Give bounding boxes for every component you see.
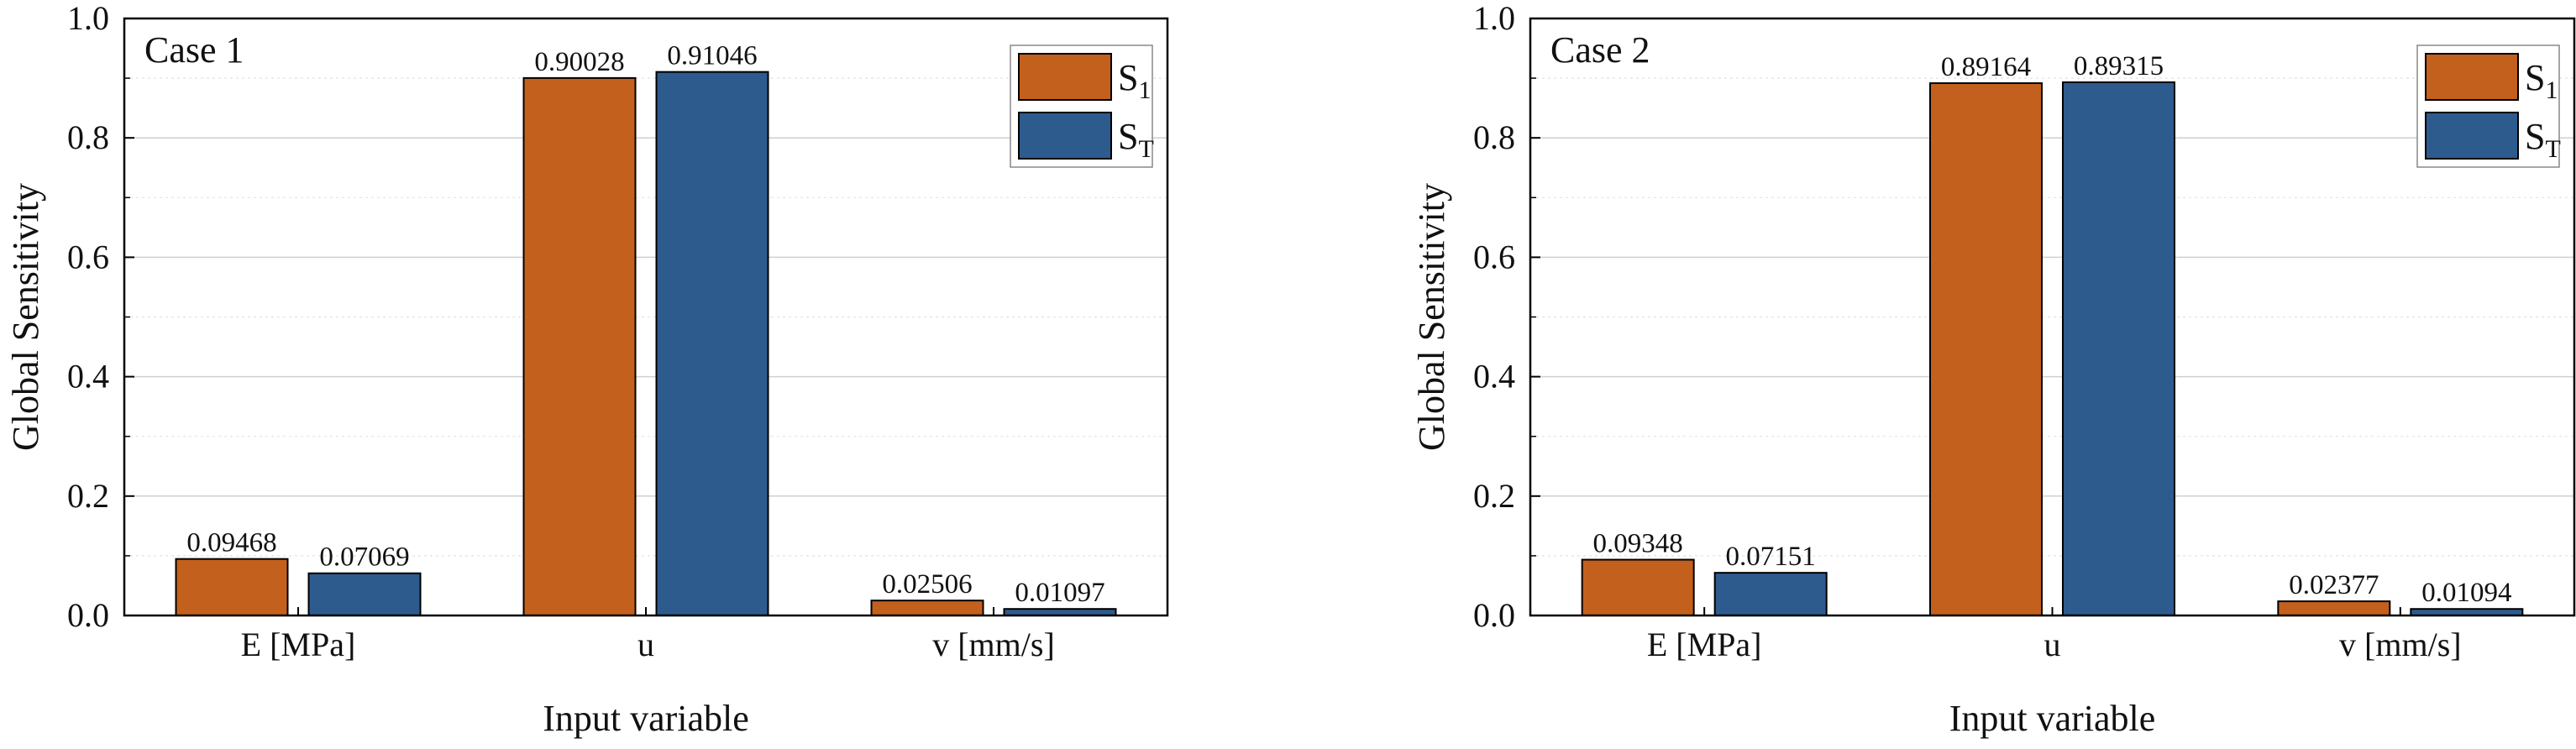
x-tick-label: u — [637, 626, 654, 663]
y-tick-label: 0.4 — [67, 358, 109, 395]
legend-label-main: S — [2525, 57, 2545, 98]
y-tick-label: 0.6 — [1473, 238, 1515, 275]
bar-s1-1 — [175, 558, 289, 616]
chart-panel-1: 0.09468 0.07069 E [MPa] 0.90028 0.91046 u 0.02… — [5, 0, 1169, 739]
bar-value-label: 0.90028 — [534, 47, 624, 77]
bar-s1-1 — [1581, 558, 1695, 616]
bar-value-label: 0.02377 — [2289, 570, 2379, 600]
legend-label-main: S — [1118, 116, 1138, 157]
y-tick-label: 1.0 — [67, 0, 109, 37]
y-tick-label: 0.6 — [67, 238, 109, 275]
legend-swatch-st — [1018, 112, 1112, 160]
bar-st-1 — [307, 572, 422, 616]
legend-label-subscript: T — [1138, 135, 1153, 163]
bar-s1-2 — [522, 76, 637, 616]
panel-label: Case 2 — [1550, 29, 1650, 71]
legend-label-st: ST — [1118, 116, 1154, 163]
legend-label-subscript: 1 — [2545, 76, 2558, 104]
y-tick-label: 0.2 — [1473, 477, 1515, 515]
bar-value-label: 0.07069 — [319, 542, 409, 573]
legend-label-subscript: 1 — [1138, 76, 1151, 104]
bar-value-label: 0.09348 — [1593, 529, 1683, 559]
bar-value-label: 0.02506 — [882, 569, 972, 600]
legend-swatch-s1 — [2425, 53, 2519, 101]
bar-value-label: 0.01097 — [1015, 578, 1104, 608]
bar-st-2 — [2062, 81, 2175, 617]
bar-s1-2 — [1929, 82, 2043, 617]
chart-panel-2: 0.09348 0.07151 E [MPa] 0.89164 0.89315 u 0.02… — [1411, 0, 2576, 739]
bar-s1-3 — [2277, 600, 2391, 617]
bar-value-label: 0.01094 — [2421, 578, 2511, 608]
x-tick-label: v [mm/s] — [932, 626, 1055, 663]
x-tick-label: E [MPa] — [241, 626, 356, 663]
x-tick-label: E [MPa] — [1647, 626, 1762, 663]
plot-frame — [1529, 17, 2576, 617]
legend-label-s1: S1 — [2525, 57, 2558, 104]
bar-value-label: 0.89315 — [2074, 51, 2164, 81]
bar-s1-3 — [870, 600, 984, 616]
panel-label: Case 1 — [144, 29, 244, 71]
legend-label-s1: S1 — [1118, 57, 1151, 104]
y-tick-label: 1.0 — [1473, 0, 1515, 37]
legend-label-subscript: T — [2545, 135, 2560, 163]
x-tick-label: u — [2044, 626, 2061, 663]
y-axis-title: Global Sensitivity — [5, 183, 46, 451]
legend-label-main: S — [1118, 57, 1138, 98]
y-tick-label: 0.2 — [67, 477, 109, 515]
y-tick-label: 0.0 — [67, 596, 109, 634]
bar-value-label: 0.91046 — [667, 41, 757, 71]
bar-value-label: 0.07151 — [1726, 542, 1816, 572]
y-axis-title: Global Sensitivity — [1411, 183, 1452, 451]
bar-value-label: 0.89164 — [1941, 52, 2031, 82]
bar-st-1 — [1713, 572, 1828, 616]
legend-swatch-st — [2425, 112, 2519, 160]
y-tick-label: 0.0 — [1473, 596, 1515, 634]
y-tick-label: 0.8 — [67, 118, 109, 156]
bar-st-2 — [655, 71, 769, 616]
bar-value-label: 0.09468 — [186, 528, 276, 558]
legend-label-st: ST — [2525, 116, 2561, 163]
y-tick-label: 0.4 — [1473, 358, 1515, 395]
x-axis-title: Input variable — [1949, 698, 2156, 739]
legend-swatch-s1 — [1018, 53, 1112, 101]
x-axis-title: Input variable — [543, 698, 749, 739]
x-tick-label: v [mm/s] — [2339, 626, 2462, 663]
y-tick-label: 0.8 — [1473, 118, 1515, 156]
legend-label-main: S — [2525, 116, 2545, 157]
plot-frame — [123, 17, 1169, 617]
